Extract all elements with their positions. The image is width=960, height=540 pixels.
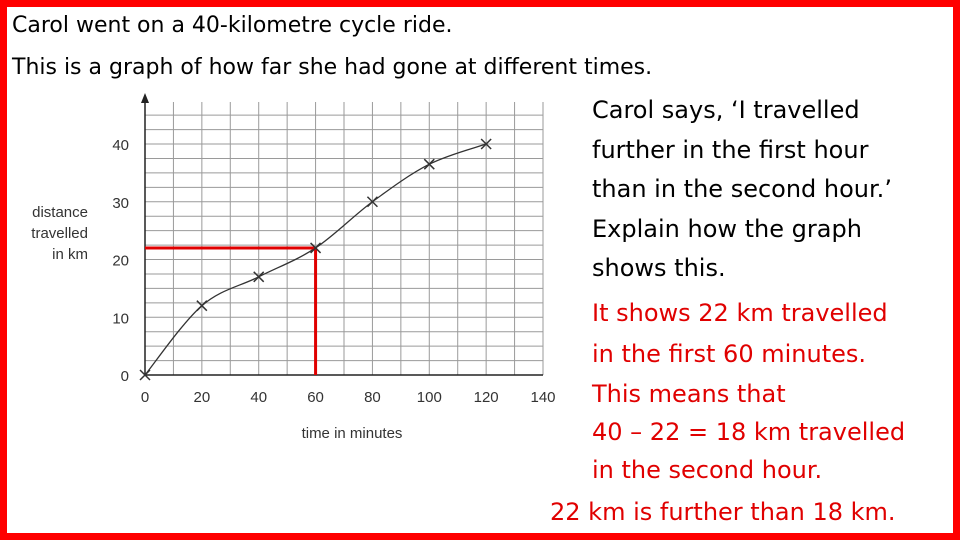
answer-line-2: in the first 60 minutes. — [592, 340, 866, 368]
y-axis-label: in km — [52, 246, 88, 263]
y-axis-arrow — [141, 93, 149, 103]
title-line-1: Carol went on a 40-kilometre cycle ride. — [12, 13, 453, 38]
y-tick-label: 30 — [112, 195, 129, 212]
x-tick-label: 0 — [141, 389, 149, 406]
y-tick-label: 0 — [121, 368, 129, 385]
question-line-5: shows this. — [592, 254, 726, 282]
data-point-marker — [480, 138, 492, 150]
x-tick-label: 20 — [194, 389, 211, 406]
y-tick-label: 40 — [112, 137, 129, 154]
answer-line-5: in the second hour. — [592, 456, 823, 484]
x-tick-label: 140 — [530, 389, 555, 406]
x-tick-label: 40 — [250, 389, 267, 406]
x-tick-label: 100 — [417, 389, 442, 406]
question-line-2: further in the first hour — [592, 136, 869, 164]
x-tick-label: 120 — [474, 389, 499, 406]
answer-line-4: 40 – 22 = 18 km travelled — [592, 418, 906, 446]
y-axis-label: travelled — [31, 225, 88, 242]
title-line-2: This is a graph of how far she had gone … — [12, 55, 653, 80]
slide: Carol went on a 40-kilometre cycle ride.… — [7, 7, 953, 533]
x-tick-label: 60 — [307, 389, 324, 406]
x-tick-label: 80 — [364, 389, 381, 406]
y-tick-label: 10 — [112, 310, 129, 327]
data-point-marker — [139, 369, 151, 381]
data-point-marker — [423, 158, 435, 170]
answer-line-3: This means that — [592, 380, 786, 408]
answer-line-6: 22 km is further than 18 km. — [550, 498, 896, 526]
distance-time-graph: 0 20 40 60 80 100 120 140 0 10 20 30 40 time in minut… — [31, 93, 556, 442]
y-tick-label: 20 — [112, 253, 129, 270]
question-line-1: Carol says, ‘I travelled — [592, 96, 860, 124]
answer-line-1: It shows 22 km travelled — [592, 299, 888, 327]
data-point-marker — [310, 242, 322, 254]
y-axis-label: distance — [32, 204, 88, 221]
data-point-marker — [196, 300, 208, 312]
x-axis-label: time in minutes — [302, 425, 403, 442]
data-point-marker — [366, 196, 378, 208]
question-line-3: than in the second hour.’ — [592, 175, 892, 203]
data-point-marker — [253, 271, 265, 283]
question-line-4: Explain how the graph — [592, 215, 862, 243]
